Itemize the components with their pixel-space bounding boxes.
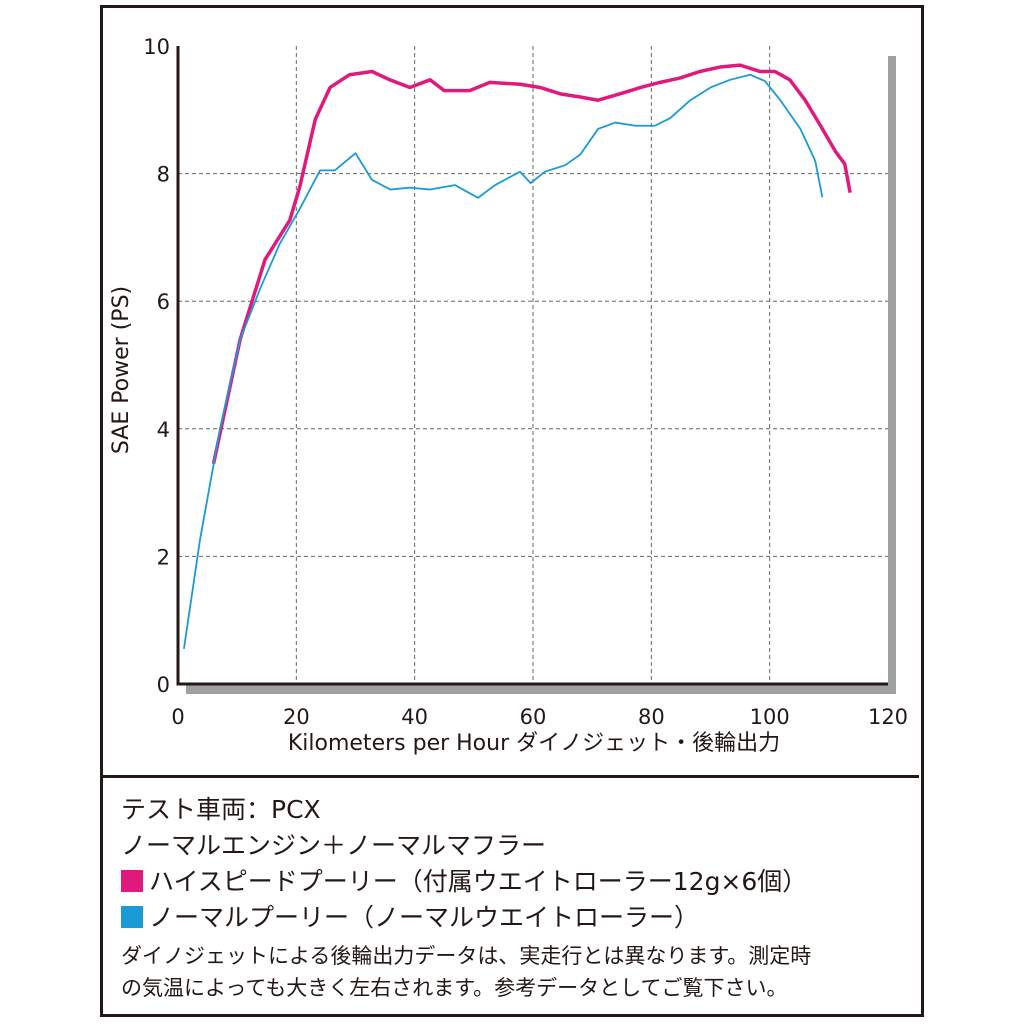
x-tick-label: 40 xyxy=(401,705,428,729)
x-axis-label: Kilometers per Hour ダイノジェット・後輪出力 xyxy=(288,731,780,756)
note: ダイノジェットによる後輪出力データは、実走行とは異なります。測定時 の気温によって… xyxy=(121,940,919,1004)
y-tick-label: 4 xyxy=(157,418,170,442)
vehicle: テスト車両：PCX xyxy=(121,795,321,824)
legend-item: ハイスピードプーリー（付属ウエイトローラー12g×6個） xyxy=(121,864,919,900)
legend-label: ノーマルプーリー（ノーマルウエイトローラー） xyxy=(149,903,700,932)
legend-swatch xyxy=(121,870,143,892)
legend-label: ハイスピードプーリー（付属ウエイトローラー12g×6個） xyxy=(149,867,808,896)
frame xyxy=(100,5,924,1017)
y-tick-label: 6 xyxy=(157,290,170,314)
series-line xyxy=(211,63,852,465)
note-line: の気温によっても大きく左右されます。参考データとしてご覧下さい。 xyxy=(121,976,788,1000)
note-line: ダイノジェットによる後輪出力データは、実走行とは異なります。測定時 xyxy=(121,944,812,968)
chart: Kilometers per Hour ダイノジェット・後輪出力 SAE Pow… xyxy=(109,35,908,756)
x-tick-label: 60 xyxy=(520,705,547,729)
x-tick-label: 0 xyxy=(171,705,184,729)
y-tick-label: 8 xyxy=(157,163,170,187)
condition: ノーマルエンジン＋ノーマルマフラー xyxy=(121,831,547,860)
y-tick-label: 10 xyxy=(143,35,170,59)
x-tick-label: 100 xyxy=(750,705,790,729)
y-axis-label: SAE Power (PS) xyxy=(109,286,134,454)
legend-swatch xyxy=(121,906,143,928)
x-tick-label: 20 xyxy=(283,705,310,729)
series-line xyxy=(183,73,824,650)
x-tick-label: 120 xyxy=(868,705,908,729)
y-tick-label: 0 xyxy=(157,673,170,697)
legend-item: ノーマルプーリー（ノーマルウエイトローラー） xyxy=(121,900,919,936)
y-tick-label: 2 xyxy=(157,545,170,569)
info-panel: テスト車両：PCX ノーマルエンジン＋ノーマルマフラー ハイスピードプーリー（付… xyxy=(103,775,919,1011)
x-tick-label: 80 xyxy=(638,705,665,729)
